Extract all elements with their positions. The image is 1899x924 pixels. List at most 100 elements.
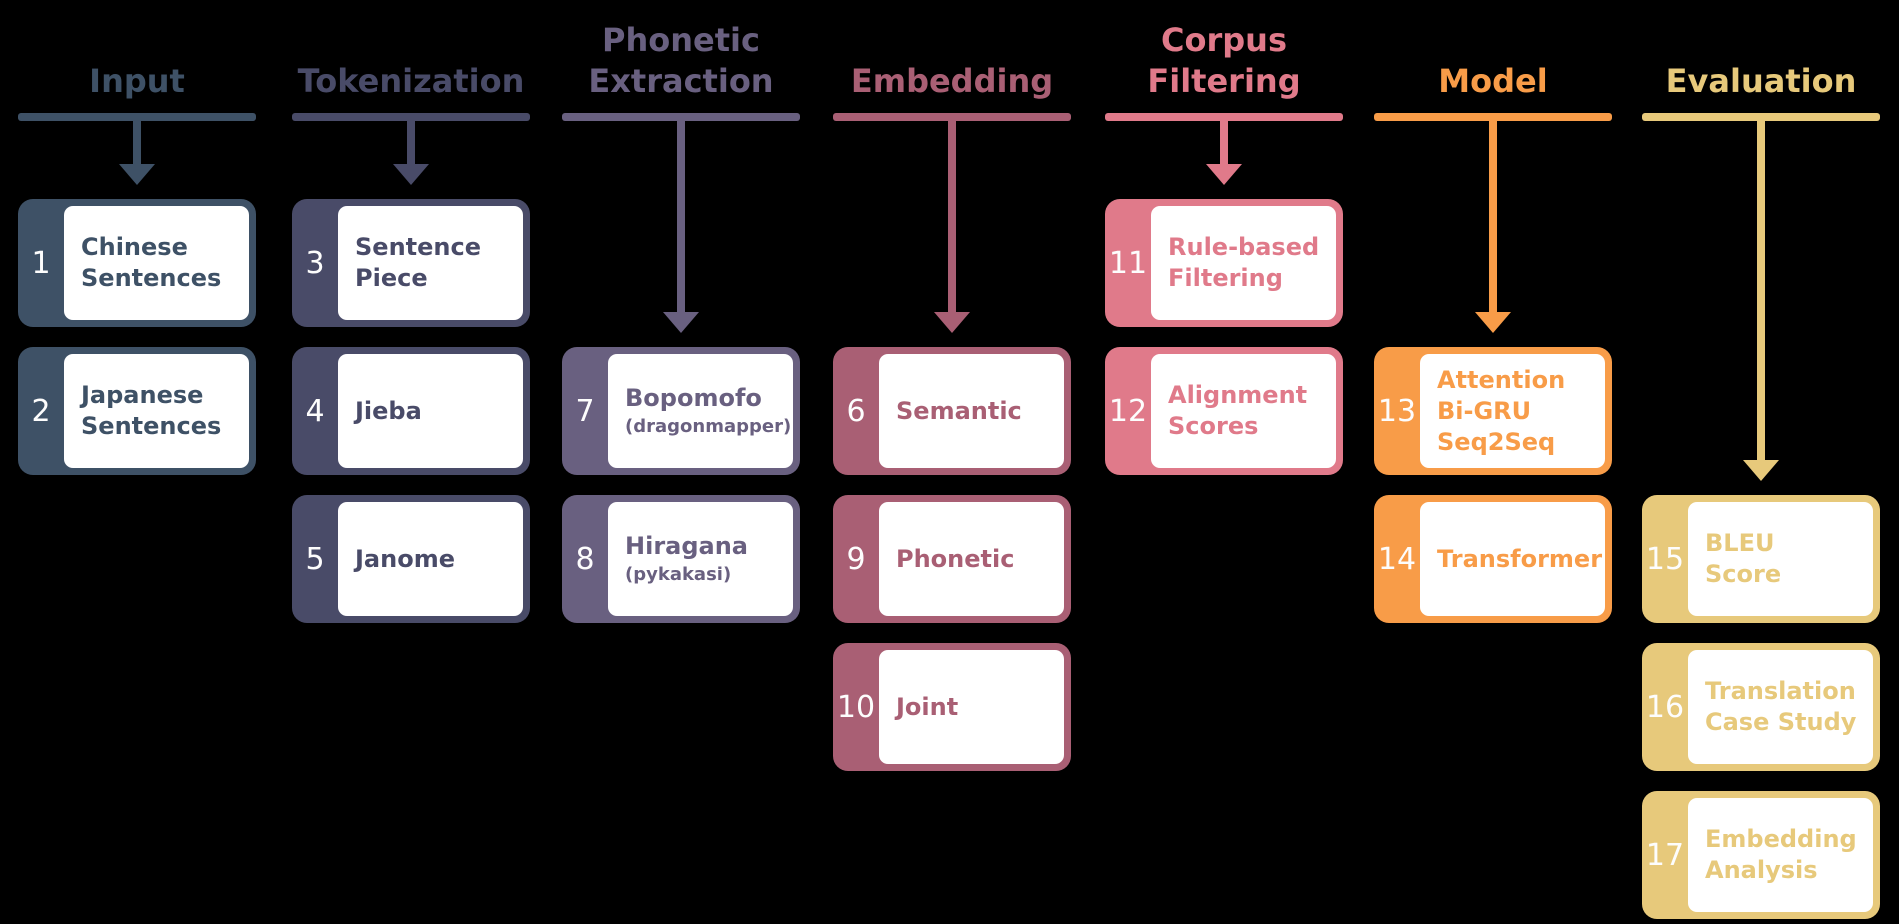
column-tokenization: Tokenization 3 Sentence Piece 4 Jieba 5 bbox=[292, 0, 530, 924]
step-box-9: 9 Phonetic bbox=[833, 495, 1071, 623]
column-title-line: Model bbox=[1438, 62, 1548, 100]
step-box-17: 17 Embedding Analysis bbox=[1642, 791, 1880, 919]
step-label: Phonetic bbox=[896, 544, 1015, 573]
arrow-down-icon bbox=[1743, 460, 1779, 481]
header-underline bbox=[1105, 113, 1343, 121]
step-number: 2 bbox=[31, 393, 51, 429]
step-box-5: 5 Janome bbox=[292, 495, 530, 623]
step-box-11: 11 Rule-based Filtering bbox=[1105, 199, 1343, 327]
column-title: Phonetic Extraction bbox=[548, 0, 814, 102]
step-box-12: 12 Alignment Scores bbox=[1105, 347, 1343, 475]
step-panel: Semantic bbox=[879, 354, 1064, 468]
step-number: 16 bbox=[1645, 689, 1685, 725]
step-box-15: 15 BLEU Score bbox=[1642, 495, 1880, 623]
header-underline bbox=[833, 113, 1071, 121]
column-title: Model bbox=[1360, 0, 1626, 102]
step-panel: Japanese Sentences bbox=[64, 354, 249, 468]
flow-arrow-stem bbox=[407, 119, 415, 166]
step-panel: Phonetic bbox=[879, 502, 1064, 616]
step-label: Japanese Sentences bbox=[81, 381, 222, 440]
flow-arrow-stem bbox=[133, 119, 141, 166]
arrow-down-icon bbox=[119, 164, 155, 185]
header-underline bbox=[1642, 113, 1880, 121]
column-embedding: Embedding 6 Semantic 9 Phonetic 10 bbox=[833, 0, 1071, 924]
arrow-down-icon bbox=[934, 312, 970, 333]
step-number: 6 bbox=[846, 393, 866, 429]
arrow-down-icon bbox=[1475, 312, 1511, 333]
step-box-7: 7 Bopomofo (dragonmapper) bbox=[562, 347, 800, 475]
step-box-4: 4 Jieba bbox=[292, 347, 530, 475]
step-panel: Hiragana (pykakasi) bbox=[608, 502, 793, 616]
header-underline bbox=[292, 113, 530, 121]
flow-arrow-stem bbox=[677, 119, 685, 314]
column-title: Corpus Filtering bbox=[1091, 0, 1357, 102]
arrow-down-icon bbox=[1206, 164, 1242, 185]
step-panel: Jieba bbox=[338, 354, 523, 468]
column-title-line: Embedding bbox=[850, 62, 1054, 100]
step-box-8: 8 Hiragana (pykakasi) bbox=[562, 495, 800, 623]
step-label: Embedding Analysis bbox=[1705, 825, 1857, 884]
step-box-6: 6 Semantic bbox=[833, 347, 1071, 475]
arrow-down-icon bbox=[663, 312, 699, 333]
column-title-line: Input bbox=[89, 62, 185, 100]
column-title: Input bbox=[4, 0, 270, 102]
flow-arrow-stem bbox=[948, 119, 956, 314]
step-label: Joint bbox=[896, 692, 959, 721]
step-panel: Translation Case Study bbox=[1688, 650, 1873, 764]
step-panel: Chinese Sentences bbox=[64, 206, 249, 320]
step-label: Hiragana (pykakasi) bbox=[625, 531, 793, 588]
flow-arrow-stem bbox=[1757, 119, 1765, 462]
column-title: Evaluation bbox=[1628, 0, 1894, 102]
step-number: 13 bbox=[1377, 393, 1417, 429]
step-number: 1 bbox=[31, 245, 51, 281]
step-label: Transformer bbox=[1437, 544, 1603, 573]
flow-arrow-stem bbox=[1220, 119, 1228, 166]
step-label: Translation Case Study bbox=[1705, 677, 1857, 736]
column-title-line: Filtering bbox=[1147, 62, 1301, 100]
column-evaluation: Evaluation 15 BLEU Score 16 Translation … bbox=[1642, 0, 1880, 924]
step-label: Semantic bbox=[896, 396, 1022, 425]
step-box-3: 3 Sentence Piece bbox=[292, 199, 530, 327]
step-panel: Joint bbox=[879, 650, 1064, 764]
step-number: 10 bbox=[836, 689, 876, 725]
column-title-line: Phonetic bbox=[602, 21, 760, 59]
column-title-line: Evaluation bbox=[1665, 62, 1857, 100]
step-panel: Sentence Piece bbox=[338, 206, 523, 320]
step-box-1: 1 Chinese Sentences bbox=[18, 199, 256, 327]
step-number: 8 bbox=[575, 541, 595, 577]
step-number: 12 bbox=[1108, 393, 1148, 429]
step-number: 11 bbox=[1108, 245, 1148, 281]
step-number: 17 bbox=[1645, 837, 1685, 873]
flow-arrow-stem bbox=[1489, 119, 1497, 314]
header-underline bbox=[18, 113, 256, 121]
column-title: Tokenization bbox=[278, 0, 544, 102]
step-label: Attention Bi-GRU Seq2Seq bbox=[1437, 365, 1566, 456]
step-box-16: 16 Translation Case Study bbox=[1642, 643, 1880, 771]
column-model: Model 13 Attention Bi-GRU Seq2Seq 14 Tra… bbox=[1374, 0, 1612, 924]
step-label: Alignment Scores bbox=[1168, 381, 1308, 440]
step-label: Chinese Sentences bbox=[81, 233, 222, 292]
column-title-line: Tokenization bbox=[297, 62, 525, 100]
step-box-14: 14 Transformer bbox=[1374, 495, 1612, 623]
step-number: 14 bbox=[1377, 541, 1417, 577]
arrow-down-icon bbox=[393, 164, 429, 185]
column-input: Input 1 Chinese Sentences 2 Japanese Sen… bbox=[18, 0, 256, 924]
step-label: BLEU Score bbox=[1705, 529, 1782, 588]
header-underline bbox=[1374, 113, 1612, 121]
step-label: Janome bbox=[355, 544, 455, 573]
step-label: Jieba bbox=[355, 396, 422, 425]
column-title: Embedding bbox=[819, 0, 1085, 102]
step-number: 9 bbox=[846, 541, 866, 577]
step-label: Rule-based Filtering bbox=[1168, 233, 1320, 292]
step-panel: Bopomofo (dragonmapper) bbox=[608, 354, 793, 468]
step-panel: Transformer bbox=[1420, 502, 1605, 616]
step-panel: Attention Bi-GRU Seq2Seq bbox=[1420, 354, 1605, 468]
step-label: Bopomofo (dragonmapper) bbox=[625, 383, 793, 440]
step-panel: Janome bbox=[338, 502, 523, 616]
header-underline bbox=[562, 113, 800, 121]
step-number: 3 bbox=[305, 245, 325, 281]
step-box-10: 10 Joint bbox=[833, 643, 1071, 771]
column-corpus-filtering: Corpus Filtering 11 Rule-based Filtering… bbox=[1105, 0, 1343, 924]
step-number: 15 bbox=[1645, 541, 1685, 577]
